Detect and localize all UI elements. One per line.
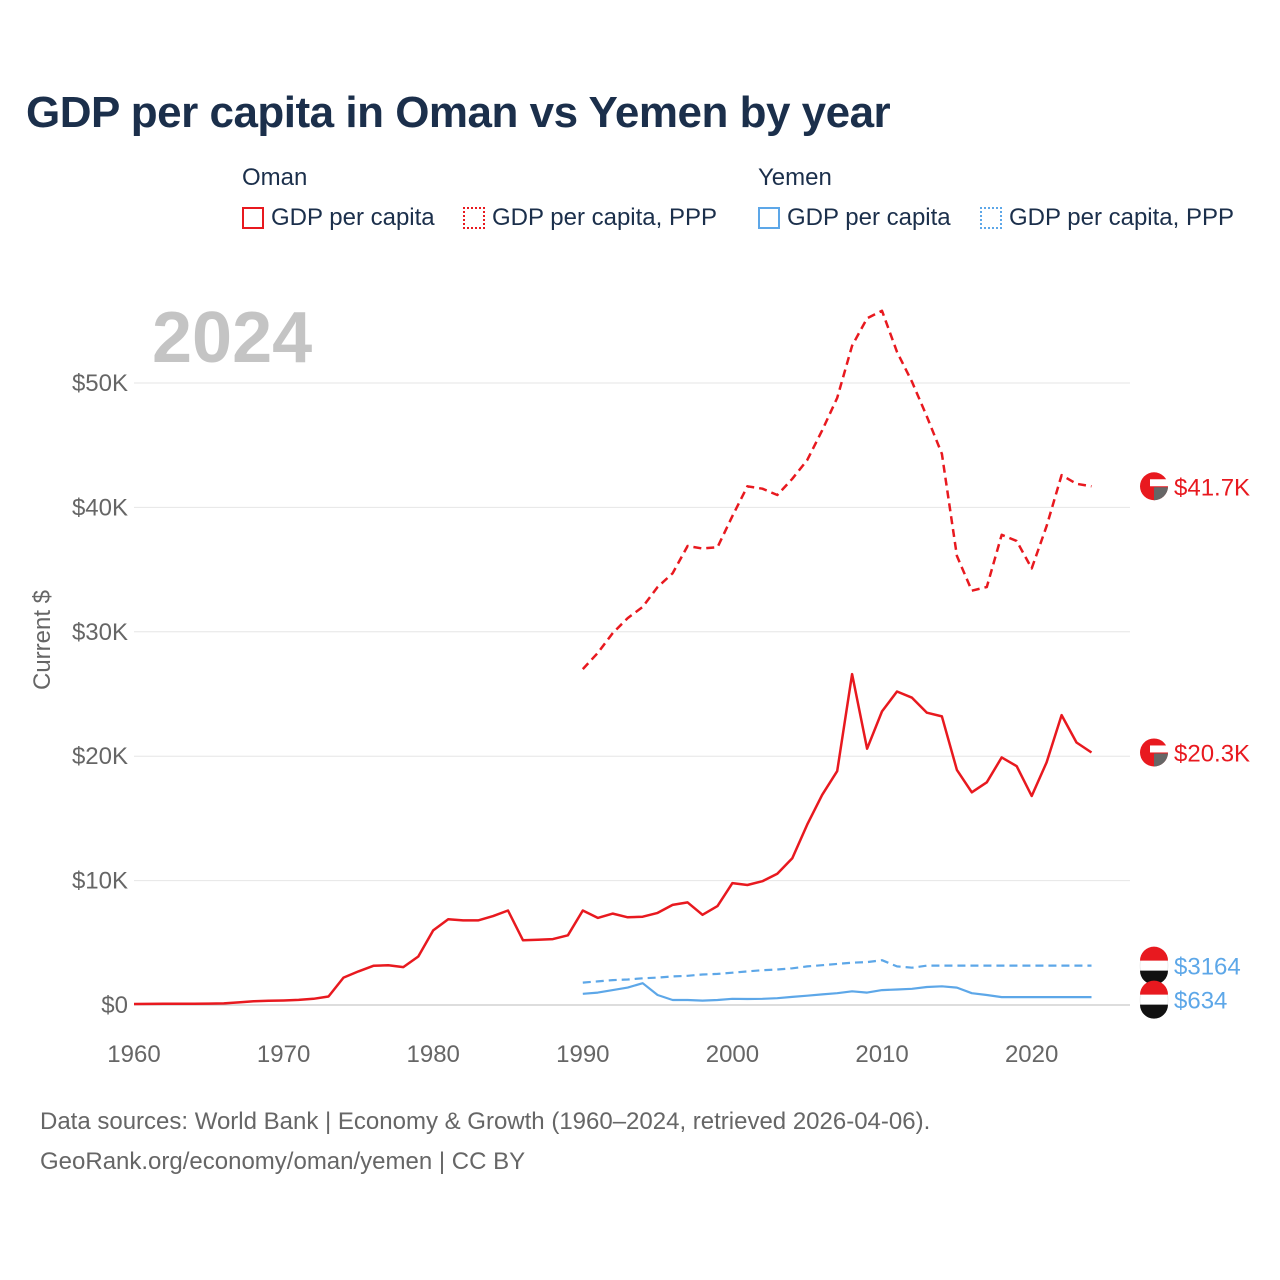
legend-label: GDP per capita [271,204,435,231]
legend-swatch-solid-icon [758,207,780,229]
flag-stripe [1150,745,1168,753]
legend-group-oman: Oman [242,164,308,191]
end-value-label: $634 [1174,988,1227,1015]
legend-label: GDP per capita [787,204,951,231]
flag-stripe [1140,1004,1168,1019]
yemen-flag-icon [1139,985,1169,1015]
legend-group-yemen: Yemen [758,164,832,191]
end-marker-yemen: $634 [1139,980,1227,1019]
source-line: Data sources: World Bank | Economy & Gro… [40,1108,931,1135]
y-tick-label: $20K [72,743,128,770]
chart-title: GDP per capita in Oman vs Yemen by year [26,88,891,137]
y-tick-label: $30K [72,619,128,646]
y-axis-label: Current $ [29,590,56,690]
flag-stripe [1154,753,1168,767]
flag-stripe [1154,487,1168,501]
legend-swatch-solid-icon [242,207,264,229]
year-watermark: 2024 [152,298,312,378]
legend-swatch-dotted-icon [980,207,1002,229]
flag-stripe [1140,946,1168,961]
legend-swatch-dotted-icon [463,207,485,229]
end-labels: $41.7K $20.3K $3164 $634 [1139,472,1250,1019]
legend-item-yemen-gdp[interactable]: GDP per capita [758,204,951,232]
series-line-yemen-gdp-per-capita[interactable] [582,982,1092,1002]
flag-stripe [1150,479,1168,487]
x-tick-label: 1970 [257,1041,310,1068]
end-value-label: $3164 [1174,954,1241,981]
y-tick-label: $40K [72,494,128,521]
flag-stripe [1140,980,1168,995]
series-line-yemen-gdp-per-capita-ppp[interactable] [582,959,1092,984]
flag-stripe [1140,970,1168,985]
x-tick-label: 1960 [107,1041,160,1068]
x-axis: 1960 1970 1980 1990 2000 2010 2020 [107,1041,1058,1068]
grid [134,382,1130,1006]
end-marker-oman: $20.3K [1140,738,1250,767]
yemen-flag-icon [1139,951,1169,981]
y-tick-label: $10K [72,868,128,895]
x-tick-label: 2010 [855,1041,908,1068]
x-tick-label: 1980 [407,1041,460,1068]
y-tick-label: $0 [101,992,128,1019]
end-marker-oman: $41.7K [1140,472,1250,501]
series-line-oman-gdp-per-capita[interactable] [133,672,1093,1006]
legend-item-yemen-gdp-ppp[interactable]: GDP per capita, PPP [980,204,1234,232]
license-line: GeoRank.org/economy/oman/yemen | CC BY [40,1148,526,1175]
legend-item-oman-gdp[interactable]: GDP per capita [242,204,435,232]
x-tick-label: 1990 [556,1041,609,1068]
oman-flag-icon [1140,472,1168,501]
legend-item-oman-gdp-ppp[interactable]: GDP per capita, PPP [463,204,717,232]
end-marker-yemen: $3164 [1139,946,1241,985]
legend-label: GDP per capita, PPP [492,204,717,231]
x-tick-label: 2020 [1005,1041,1058,1068]
end-value-label: $20.3K [1174,740,1250,767]
y-tick-label: $50K [72,370,128,397]
x-tick-label: 2000 [706,1041,759,1068]
series-line-oman-gdp-per-capita-ppp[interactable] [581,309,1092,670]
series-layer [133,309,1093,1006]
y-axis: $0 $10K $20K $30K $40K $50K [72,370,128,1019]
legend-label: GDP per capita, PPP [1009,204,1234,231]
oman-flag-icon [1140,738,1168,767]
end-value-label: $41.7K [1174,474,1250,501]
